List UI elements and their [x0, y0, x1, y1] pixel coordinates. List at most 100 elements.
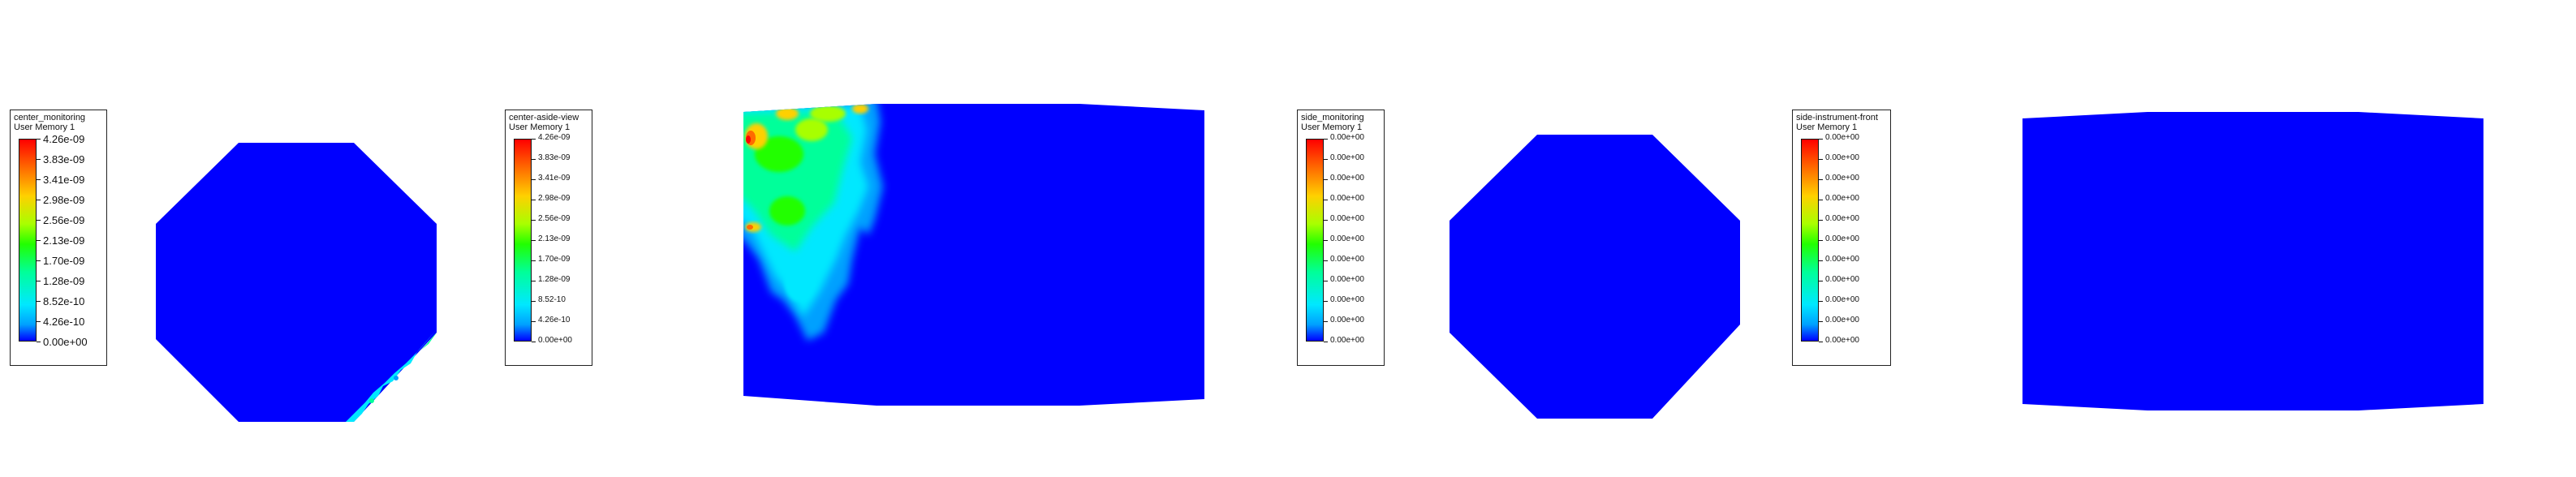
legend-tick: [532, 159, 536, 160]
legend-tick-label: 0.00e+00: [1825, 133, 1859, 142]
legend-tick-label: 2.56e-09: [538, 214, 571, 223]
octagon-contour: [156, 143, 437, 422]
contour-view-center-aside: [739, 97, 1209, 414]
contour-hotspot: [346, 329, 437, 422]
legend-tick: [37, 159, 41, 160]
octagon-contour: [1450, 135, 1740, 419]
legend-tick: [1819, 159, 1823, 160]
legend-tick: [1324, 260, 1328, 261]
legend-variable-name: User Memory 1: [14, 122, 75, 132]
legend-tick-label: 0.00e+00: [1825, 275, 1859, 284]
legend-tick-label: 1.28e-09: [43, 275, 85, 287]
legend-tick: [532, 301, 536, 302]
legend-tick-label: 0.00e+00: [1825, 214, 1859, 223]
legend-tick: [532, 179, 536, 180]
legend-tick: [1819, 321, 1823, 322]
legend-tick: [37, 301, 41, 302]
contour-view-side-instrument-front: [2018, 105, 2488, 414]
legend-tick-label: 3.41e-09: [538, 174, 571, 183]
legend-tick: [532, 260, 536, 261]
legend-side-monitoring: side_monitoring User Memory 1 0.00e+00 0.…: [1297, 110, 1385, 366]
legend-tick-label: 4.26e-10: [43, 316, 85, 328]
legend-tick: [37, 321, 41, 322]
legend-title-name: center-aside-view: [509, 113, 579, 122]
legend-tick: [1819, 301, 1823, 302]
legend-variable-name: User Memory 1: [1301, 122, 1363, 132]
legend-tick-label: 1.70e-09: [538, 255, 571, 264]
legend-tick-label: 2.98e-09: [538, 194, 571, 203]
colorbar: [19, 139, 37, 342]
legend-tick-label: 0.00e+00: [1825, 234, 1859, 243]
legend-tick: [532, 240, 536, 241]
legend-tick-label: 3.83e-09: [43, 153, 85, 165]
legend-tick-label: 4.26e-10: [538, 316, 571, 324]
legend-tick-label: 2.98e-09: [43, 194, 85, 206]
legend-tick: [532, 139, 536, 140]
legend-title: center-aside-view User Memory 1: [509, 113, 579, 132]
legend-tick-label: 0.00e+00: [1825, 255, 1859, 264]
legend-title-name: side_monitoring: [1301, 113, 1364, 122]
legend-tick: [1324, 220, 1328, 221]
legend-tick: [1324, 139, 1328, 140]
legend-tick-label: 0.00e+00: [1330, 133, 1364, 142]
legend-tick-label: 8.52-10: [538, 295, 566, 304]
legend-variable-name: User Memory 1: [509, 122, 571, 132]
legend-tick-label: 0.00e+00: [43, 336, 88, 348]
legend-tick: [1324, 321, 1328, 322]
legend-title: center_monitoring User Memory 1: [14, 113, 85, 132]
legend-tick: [37, 260, 41, 261]
legend-tick: [1324, 179, 1328, 180]
legend-tick: [1819, 139, 1823, 140]
legend-tick: [1819, 220, 1823, 221]
legend-tick-label: 0.00e+00: [1330, 153, 1364, 162]
legend-tick: [1324, 240, 1328, 241]
legend-center-aside-view: center-aside-view User Memory 1 4.26e-09…: [505, 110, 592, 366]
legend-tick: [532, 220, 536, 221]
legend-tick: [1819, 240, 1823, 241]
legend-center-monitoring: center_monitoring User Memory 1 4.26e-09…: [10, 110, 107, 366]
contour-hotspot: [743, 104, 883, 341]
contour-view-side-monitoring: [1445, 130, 1745, 430]
legend-title: side_monitoring User Memory 1: [1301, 113, 1364, 132]
legend-tick-label: 0.00e+00: [1330, 234, 1364, 243]
legend-tick: [37, 240, 41, 241]
legend-tick: [1819, 179, 1823, 180]
legend-variable-name: User Memory 1: [1796, 122, 1858, 132]
legend-tick: [1819, 260, 1823, 261]
legend-tick: [37, 139, 41, 140]
colorbar: [1306, 139, 1324, 342]
legend-tick-label: 0.00e+00: [1330, 214, 1364, 223]
colorbar: [1801, 139, 1819, 342]
legend-tick-label: 3.41e-09: [43, 174, 85, 186]
colorbar: [514, 139, 532, 342]
legend-tick-label: 0.00e+00: [1330, 255, 1364, 264]
legend-tick: [1324, 301, 1328, 302]
legend-tick-label: 0.00e+00: [1330, 174, 1364, 183]
rectangle-contour: [743, 104, 1204, 406]
legend-tick-label: 4.26e-09: [538, 133, 571, 142]
legend-tick-label: 0.00e+00: [1825, 194, 1859, 203]
legend-tick-label: 0.00e+00: [1330, 316, 1364, 324]
legend-tick-label: 0.00e+00: [1825, 174, 1859, 183]
legend-tick-label: 3.83e-09: [538, 153, 571, 162]
legend-tick: [37, 220, 41, 221]
legend-title-name: side-instrument-front: [1796, 113, 1878, 122]
legend-tick-label: 0.00e+00: [1825, 295, 1859, 304]
legend-title-name: center_monitoring: [14, 113, 86, 122]
legend-tick: [1324, 159, 1328, 160]
legend-tick-label: 4.26e-09: [43, 133, 85, 145]
legend-tick-label: 2.56e-09: [43, 214, 85, 226]
legend-tick: [37, 179, 41, 180]
legend-title: side-instrument-front User Memory 1: [1796, 113, 1878, 132]
legend-tick-label: 8.52e-10: [43, 295, 85, 307]
legend-side-instrument-front: side-instrument-front User Memory 1 0.00…: [1792, 110, 1891, 366]
legend-tick-label: 0.00e+00: [1330, 295, 1364, 304]
legend-tick-label: 0.00e+00: [1825, 316, 1859, 324]
legend-tick-label: 1.70e-09: [43, 255, 85, 267]
contour-view-center-monitoring: [153, 138, 445, 430]
legend-tick-label: 2.13e-09: [43, 234, 85, 247]
legend-tick-label: 2.13e-09: [538, 234, 571, 243]
legend-tick-label: 0.00e+00: [1330, 194, 1364, 203]
legend-tick-label: 1.28e-09: [538, 275, 571, 284]
legend-tick-label: 0.00e+00: [1330, 336, 1364, 345]
